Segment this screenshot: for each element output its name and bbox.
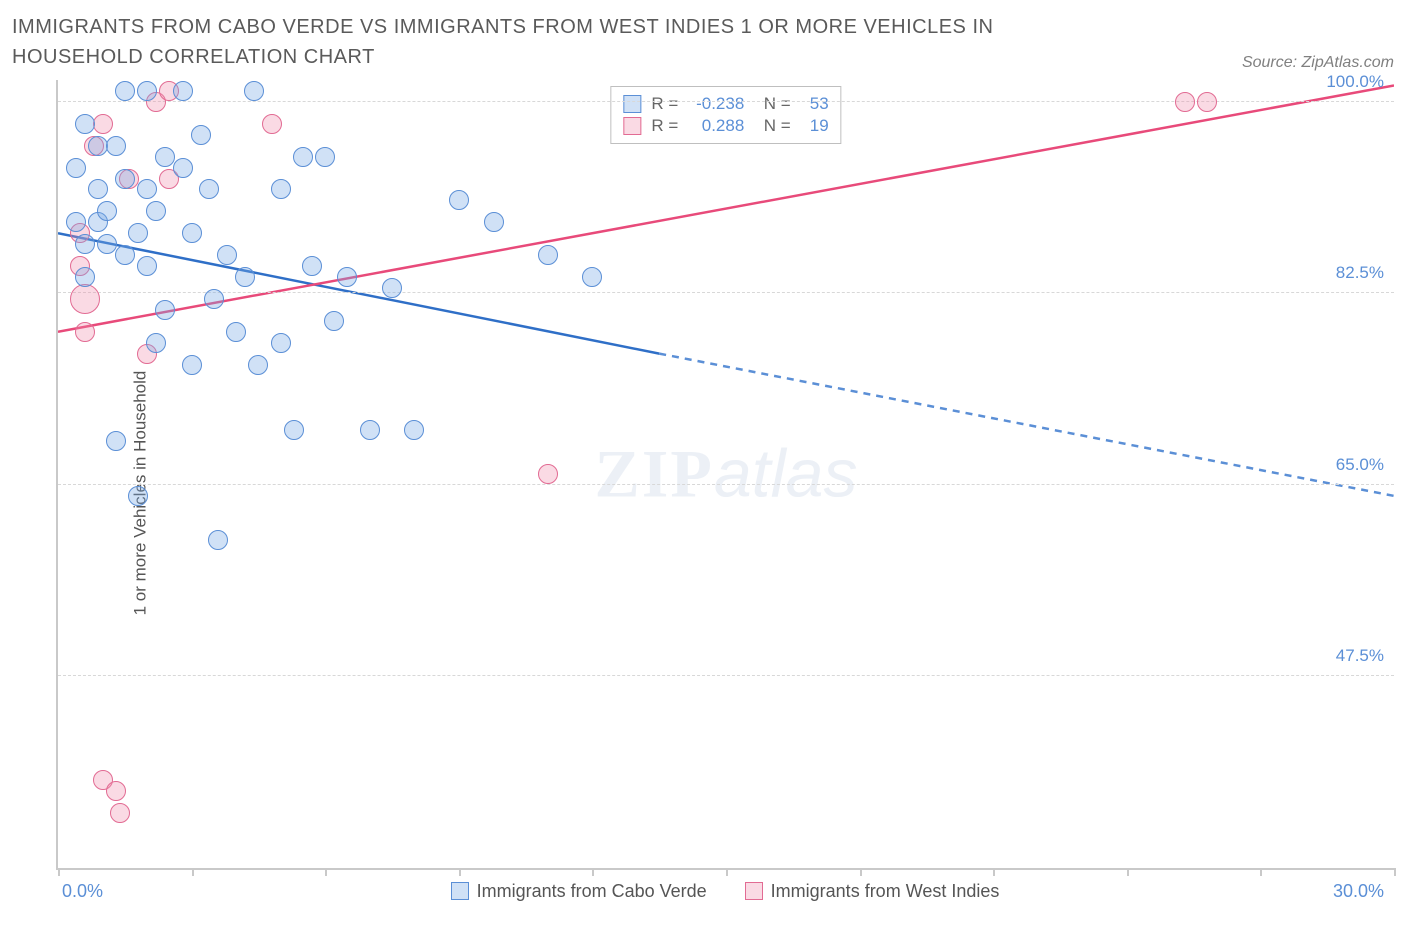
x-tick xyxy=(459,868,461,876)
x-tick xyxy=(726,868,728,876)
data-point xyxy=(191,125,211,145)
data-point xyxy=(484,212,504,232)
y-tick-label: 82.5% xyxy=(1336,263,1384,283)
data-point xyxy=(538,245,558,265)
legend-label: Immigrants from West Indies xyxy=(771,881,1000,902)
data-point xyxy=(66,158,86,178)
x-tick xyxy=(192,868,194,876)
data-point xyxy=(182,223,202,243)
data-point xyxy=(182,355,202,375)
stats-row-cabo-verde: R =-0.238 N =53 xyxy=(623,93,828,115)
data-point xyxy=(146,201,166,221)
data-point xyxy=(75,267,95,287)
stats-row-west-indies: R =0.288 N =19 xyxy=(623,115,828,137)
data-point xyxy=(115,81,135,101)
data-point xyxy=(208,530,228,550)
data-point xyxy=(199,179,219,199)
data-point xyxy=(110,803,130,823)
data-point xyxy=(115,245,135,265)
correlation-chart: IMMIGRANTS FROM CABO VERDE VS IMMIGRANTS… xyxy=(12,12,1394,906)
data-point xyxy=(128,223,148,243)
x-tick xyxy=(1127,868,1129,876)
data-point xyxy=(404,420,424,440)
legend-item: Immigrants from West Indies xyxy=(745,881,1000,902)
data-point xyxy=(93,114,113,134)
data-point xyxy=(538,464,558,484)
gridline xyxy=(58,292,1394,293)
series-legend: Immigrants from Cabo Verde Immigrants fro… xyxy=(56,881,1394,902)
data-point xyxy=(97,201,117,221)
data-point xyxy=(75,322,95,342)
x-tick xyxy=(1394,868,1396,876)
data-point xyxy=(262,114,282,134)
data-point xyxy=(115,169,135,189)
data-point xyxy=(449,190,469,210)
data-point xyxy=(97,234,117,254)
x-tick xyxy=(993,868,995,876)
data-point xyxy=(284,420,304,440)
x-tick-last: 30.0% xyxy=(1333,881,1384,902)
data-point xyxy=(204,289,224,309)
data-point xyxy=(302,256,322,276)
x-tick xyxy=(325,868,327,876)
x-tick xyxy=(58,868,60,876)
data-point xyxy=(382,278,402,298)
data-point xyxy=(324,311,344,331)
data-point xyxy=(128,486,148,506)
data-point xyxy=(106,431,126,451)
swatch-cabo-verde xyxy=(623,95,641,113)
data-point xyxy=(217,245,237,265)
data-point xyxy=(75,234,95,254)
gridline xyxy=(58,675,1394,676)
data-point xyxy=(155,147,175,167)
plot-canvas: ZIPatlas R =-0.238 N =53 R =0.288 N =19 … xyxy=(56,80,1394,870)
data-point xyxy=(244,81,264,101)
data-point xyxy=(137,179,157,199)
data-point xyxy=(173,81,193,101)
data-point xyxy=(88,179,108,199)
x-tick xyxy=(592,868,594,876)
data-point xyxy=(70,284,100,314)
data-point xyxy=(106,781,126,801)
x-tick xyxy=(1260,868,1262,876)
stats-legend: R =-0.238 N =53 R =0.288 N =19 xyxy=(610,86,841,144)
data-point xyxy=(248,355,268,375)
data-point xyxy=(106,136,126,156)
data-point xyxy=(137,81,157,101)
data-point xyxy=(337,267,357,287)
data-point xyxy=(146,333,166,353)
source-label: Source: ZipAtlas.com xyxy=(1242,54,1394,72)
plot-area: 1 or more Vehicles in Household ZIPatlas… xyxy=(12,80,1394,906)
data-point xyxy=(226,322,246,342)
legend-item: Immigrants from Cabo Verde xyxy=(451,881,707,902)
data-point xyxy=(173,158,193,178)
gridline xyxy=(58,484,1394,485)
regression-lines xyxy=(58,80,1394,868)
data-point xyxy=(271,333,291,353)
y-tick-label: 100.0% xyxy=(1326,72,1384,92)
legend-swatch xyxy=(745,882,763,900)
data-point xyxy=(1197,92,1217,112)
data-point xyxy=(75,114,95,134)
data-point xyxy=(235,267,255,287)
data-point xyxy=(293,147,313,167)
data-point xyxy=(137,256,157,276)
watermark: ZIPatlas xyxy=(595,435,858,514)
x-axis: 0.0% Immigrants from Cabo VerdeImmigrant… xyxy=(56,876,1394,906)
swatch-west-indies xyxy=(623,117,641,135)
legend-label: Immigrants from Cabo Verde xyxy=(477,881,707,902)
y-tick-label: 47.5% xyxy=(1336,646,1384,666)
data-point xyxy=(155,300,175,320)
data-point xyxy=(582,267,602,287)
legend-swatch xyxy=(451,882,469,900)
chart-title: IMMIGRANTS FROM CABO VERDE VS IMMIGRANTS… xyxy=(12,12,1112,72)
data-point xyxy=(315,147,335,167)
data-point xyxy=(271,179,291,199)
y-tick-label: 65.0% xyxy=(1336,455,1384,475)
data-point xyxy=(1175,92,1195,112)
data-point xyxy=(66,212,86,232)
x-tick xyxy=(860,868,862,876)
data-point xyxy=(360,420,380,440)
